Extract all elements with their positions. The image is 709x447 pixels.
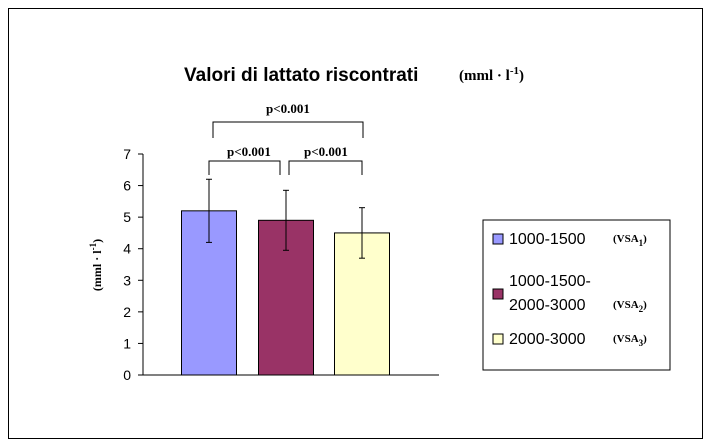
significance-bracket [288,160,363,175]
legend-swatch [492,288,504,300]
legend-tag: (VSA3) [613,333,647,348]
legend-tag: (VSA1) [613,233,647,248]
legend-box [482,219,671,371]
y-tick-label: 4 [123,241,131,257]
legend-label: 2000-3000 [509,331,586,348]
legend-swatch [492,333,504,345]
y-tick-label: 5 [123,209,131,225]
significance-label: p<0.001 [266,101,310,116]
significance-label: p<0.001 [227,144,271,159]
significance-label: p<0.001 [304,144,348,159]
chart-title: Valori di lattato riscontrati [184,65,418,86]
chart-title-unit: (mml · l-1) [459,65,524,84]
y-tick-label: 1 [123,335,131,351]
legend-tag: (VSA2) [613,299,647,314]
significance-bracket [208,160,281,175]
y-tick-label: 7 [123,146,131,162]
y-tick-label: 6 [123,178,131,194]
significance-bracket [212,121,364,138]
legend-label: 1000-1500 [509,231,586,248]
y-tick-label: 0 [123,367,131,383]
y-tick-label: 2 [123,304,131,320]
legend-swatch [492,233,504,245]
y-tick-label: 3 [123,272,131,288]
y-axis-label: (mml · l-1) [88,239,104,291]
legend-label: 1000-1500-2000-3000 [509,273,591,314]
